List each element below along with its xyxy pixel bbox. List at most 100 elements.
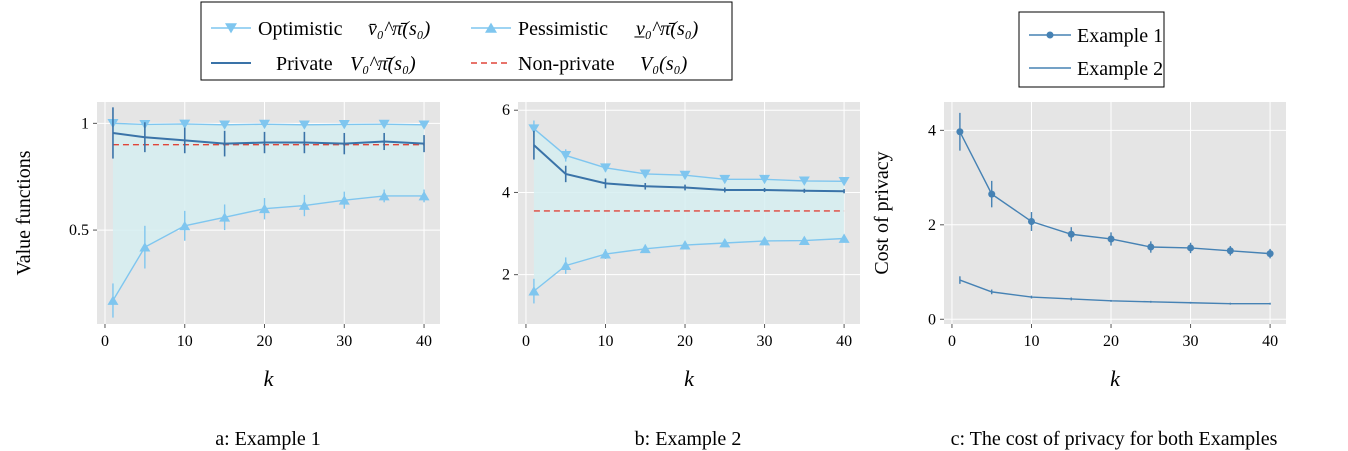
y-tick-label: 0.5: [69, 222, 89, 239]
x-tick-label: 30: [757, 333, 773, 350]
legend-nonprivate-label: Non-private: [518, 53, 615, 75]
series-example2: [959, 279, 1271, 305]
x-tick-label: 40: [836, 333, 852, 350]
y-axis-label: Value functions: [13, 150, 35, 275]
x-tick-label: 0: [101, 333, 109, 350]
pessimistic-point: [338, 195, 350, 205]
legend-example2-label: Example 2: [1077, 58, 1163, 80]
pessimistic-point: [219, 212, 231, 222]
x-tick-label: 0: [948, 333, 956, 350]
x-axis-label: k: [1110, 366, 1121, 391]
caption-b: b: Example 2: [635, 428, 742, 450]
legend-private-math: V₀^π̄(s₀): [350, 53, 416, 75]
example1-point: [1107, 235, 1115, 243]
legend-pessimistic-label: Pessimistic: [518, 18, 608, 40]
pessimistic-point: [719, 238, 731, 248]
legend-private-label: Private: [276, 53, 333, 75]
optimistic-point: [338, 120, 350, 130]
pessimistic-point: [378, 190, 390, 201]
example1-point: [1027, 218, 1035, 226]
x-tick-label: 30: [336, 333, 352, 350]
pessimistic-point: [838, 233, 850, 243]
pessimistic-point: [679, 240, 691, 250]
legend-pessimistic-marker: [485, 22, 497, 33]
x-tick-label: 10: [597, 333, 613, 350]
example1-point: [1067, 230, 1075, 238]
y-tick-label: 4: [502, 184, 510, 201]
x-tick-label: 20: [1103, 333, 1119, 350]
series-optimistic: [112, 122, 425, 126]
x-tick-label: 0: [522, 333, 530, 350]
legend-example1-marker: [1046, 31, 1054, 39]
panel-a: 0 10 20 30 40 0.5 1 k Value functions: [13, 102, 440, 391]
x-axis-label: k: [684, 366, 695, 391]
optimistic-point: [798, 176, 810, 186]
example1-point: [1266, 250, 1274, 258]
pessimistic-point: [179, 220, 191, 231]
optimistic-point: [259, 119, 271, 130]
optimistic-point: [838, 176, 850, 187]
pessimistic-point: [107, 295, 119, 305]
legend-ab-frame: [200, 1, 733, 81]
x-tick-label: 30: [1183, 333, 1199, 350]
pessimistic-point: [560, 260, 572, 271]
optimistic-point: [219, 120, 231, 130]
series-private: [533, 144, 845, 193]
y-tick-label: 1: [81, 115, 89, 132]
series-private: [112, 131, 425, 145]
pessimistic-point: [528, 286, 540, 296]
y-tick-label: 2: [928, 217, 936, 234]
legend-ab: Optimistic v̄₀^π̄(s₀) Pessimistic v̲₀^π̄…: [200, 1, 733, 81]
caption-a: a: Example 1: [215, 428, 321, 450]
legend-optimistic-marker: [225, 23, 237, 34]
optimistic-point: [599, 163, 611, 173]
plot-area: [944, 102, 1286, 324]
legend-pessimistic-math: v̲₀^π̄(s₀): [634, 18, 699, 40]
confidence-band: [112, 123, 425, 301]
optimistic-point: [759, 174, 771, 185]
y-tick-label: 2: [502, 267, 510, 284]
optimistic-point: [528, 124, 540, 134]
optimistic-point: [378, 119, 390, 130]
optimistic-point: [679, 170, 691, 181]
pessimistic-point: [639, 243, 651, 254]
example1-point: [988, 190, 996, 198]
y-tick-label: 0: [928, 311, 936, 328]
example1-point: [1147, 243, 1155, 251]
legend-optimistic-label: Optimistic: [258, 18, 343, 40]
x-tick-label: 10: [177, 333, 193, 350]
panel-c: 0 10 20 30 40 0 2 4 k Cost of privacy: [871, 102, 1286, 391]
optimistic-point: [418, 120, 430, 130]
x-axis-label: k: [264, 366, 275, 391]
pessimistic-point: [259, 203, 271, 214]
x-tick-label: 20: [677, 333, 693, 350]
caption-c: c: The cost of privacy for both Examples: [951, 428, 1278, 450]
legend-nonprivate-math: V₀(s₀): [640, 53, 688, 75]
y-tick-label: 4: [928, 122, 936, 139]
legend-example1-label: Example 1: [1077, 25, 1163, 47]
pessimistic-point: [418, 190, 430, 201]
optimistic-point: [298, 120, 310, 130]
pessimistic-point: [139, 242, 151, 252]
panel-b: 0 10 20 30 40 2 4 6 k: [502, 102, 860, 391]
optimistic-point: [179, 119, 191, 129]
optimistic-point: [639, 169, 651, 179]
legend-c: Example 1 Example 2: [1018, 11, 1165, 88]
x-tick-label: 40: [416, 333, 432, 350]
example1-point: [1226, 247, 1234, 255]
legend-optimistic-math: v̄₀^π̄(s₀): [368, 18, 431, 40]
pessimistic-point: [599, 249, 611, 259]
x-tick-label: 20: [257, 333, 273, 350]
pessimistic-point: [298, 200, 310, 210]
y-tick-label: 6: [502, 102, 510, 119]
x-tick-label: 40: [1262, 333, 1278, 350]
optimistic-point: [719, 174, 731, 185]
x-tick-label: 10: [1023, 333, 1039, 350]
pessimistic-point: [759, 236, 771, 246]
legend-c-frame: [1018, 11, 1165, 88]
y-axis-label: Cost of privacy: [871, 151, 893, 274]
optimistic-point: [560, 151, 572, 161]
example1-point: [1187, 244, 1195, 252]
pessimistic-point: [798, 235, 810, 245]
